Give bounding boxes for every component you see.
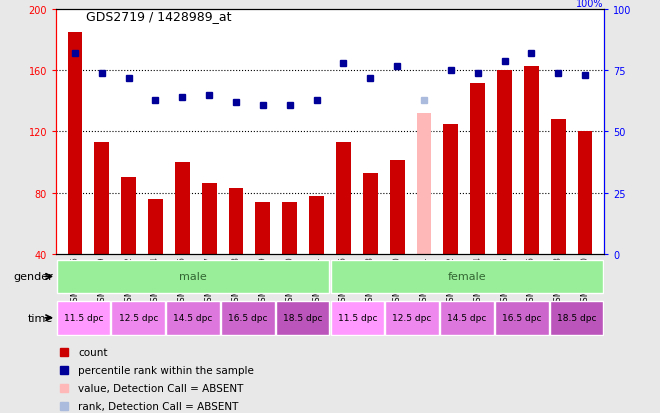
Bar <box>390 161 405 254</box>
Text: percentile rank within the sample: percentile rank within the sample <box>78 365 254 375</box>
Text: 12.5 dpc: 12.5 dpc <box>119 313 158 323</box>
Bar <box>497 71 512 254</box>
Text: gender: gender <box>13 272 53 282</box>
Text: 11.5 dpc: 11.5 dpc <box>338 313 377 323</box>
Bar <box>440 301 494 335</box>
Bar <box>148 199 163 254</box>
Bar <box>175 163 189 254</box>
Bar <box>112 301 165 335</box>
Text: 16.5 dpc: 16.5 dpc <box>228 313 267 323</box>
Text: GDS2719 / 1428989_at: GDS2719 / 1428989_at <box>86 10 231 23</box>
Text: value, Detection Call = ABSENT: value, Detection Call = ABSENT <box>78 383 244 393</box>
Text: count: count <box>78 347 108 357</box>
Bar <box>255 202 270 254</box>
Bar <box>363 173 378 254</box>
Bar <box>282 202 297 254</box>
Bar <box>551 120 566 254</box>
Bar <box>331 301 384 335</box>
Bar <box>578 132 593 254</box>
Bar <box>202 184 216 254</box>
Bar <box>550 301 603 335</box>
Bar <box>331 260 603 293</box>
Bar <box>385 301 439 335</box>
Text: 100%: 100% <box>576 0 604 9</box>
Text: 14.5 dpc: 14.5 dpc <box>174 313 213 323</box>
Text: rank, Detection Call = ABSENT: rank, Detection Call = ABSENT <box>78 401 238 411</box>
Bar <box>444 125 458 254</box>
Bar <box>495 301 548 335</box>
Text: 11.5 dpc: 11.5 dpc <box>64 313 103 323</box>
Text: 18.5 dpc: 18.5 dpc <box>557 313 596 323</box>
Bar <box>67 33 82 254</box>
Bar <box>121 178 136 254</box>
Bar <box>336 143 351 254</box>
Bar <box>166 301 220 335</box>
Bar <box>57 260 329 293</box>
Text: male: male <box>179 272 207 282</box>
Text: 14.5 dpc: 14.5 dpc <box>447 313 486 323</box>
Text: 18.5 dpc: 18.5 dpc <box>283 313 322 323</box>
Text: 12.5 dpc: 12.5 dpc <box>393 313 432 323</box>
Bar <box>276 301 329 335</box>
Bar <box>416 114 432 254</box>
Text: time: time <box>28 313 53 323</box>
Bar <box>57 301 110 335</box>
Bar <box>94 143 109 254</box>
Text: 16.5 dpc: 16.5 dpc <box>502 313 541 323</box>
Text: female: female <box>447 272 486 282</box>
Bar <box>228 188 244 254</box>
Bar <box>471 83 485 254</box>
Bar <box>221 301 275 335</box>
Bar <box>309 196 324 254</box>
Bar <box>524 66 539 254</box>
